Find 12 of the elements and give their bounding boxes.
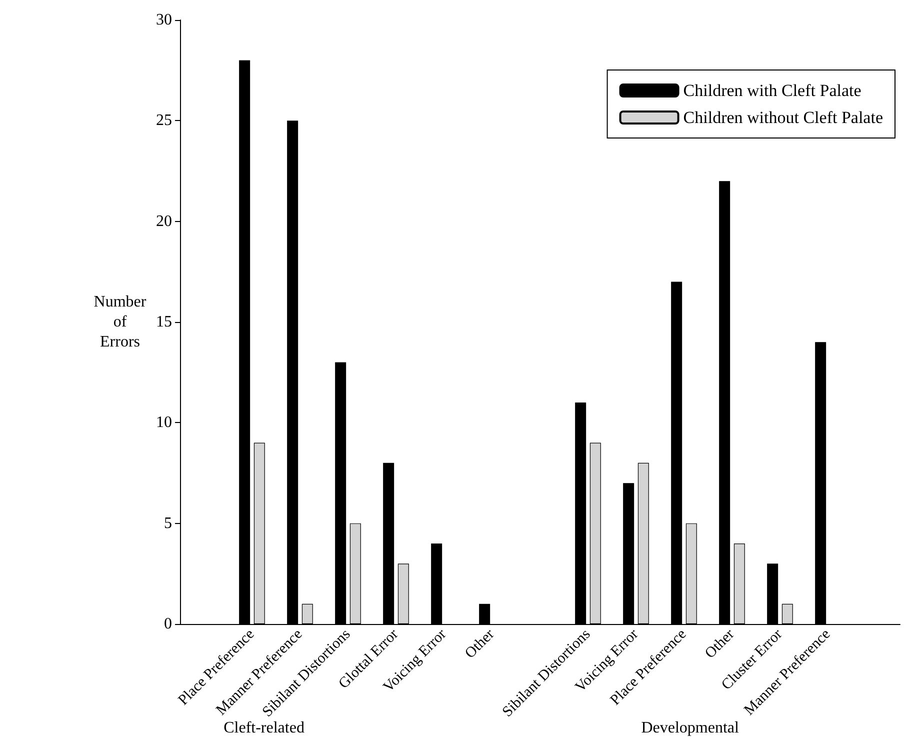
y-tick-label: 5: [164, 514, 172, 532]
y-tick-label: 20: [156, 212, 172, 230]
y-tick-label: 25: [156, 112, 172, 130]
y-tick-label: 0: [164, 616, 172, 632]
y-tick-label: 15: [156, 314, 172, 330]
text: Cleft-related: [224, 720, 304, 736]
y-axis-title: Number of Errors: [94, 294, 147, 350]
legend-label: Children without Cleft Palate: [683, 108, 883, 127]
y-tick-label: 10: [156, 414, 172, 432]
y-tick-label: 30: [156, 12, 172, 28]
text: Developmental: [641, 720, 740, 736]
legend-label: Children with Cleft Palate: [683, 81, 862, 100]
